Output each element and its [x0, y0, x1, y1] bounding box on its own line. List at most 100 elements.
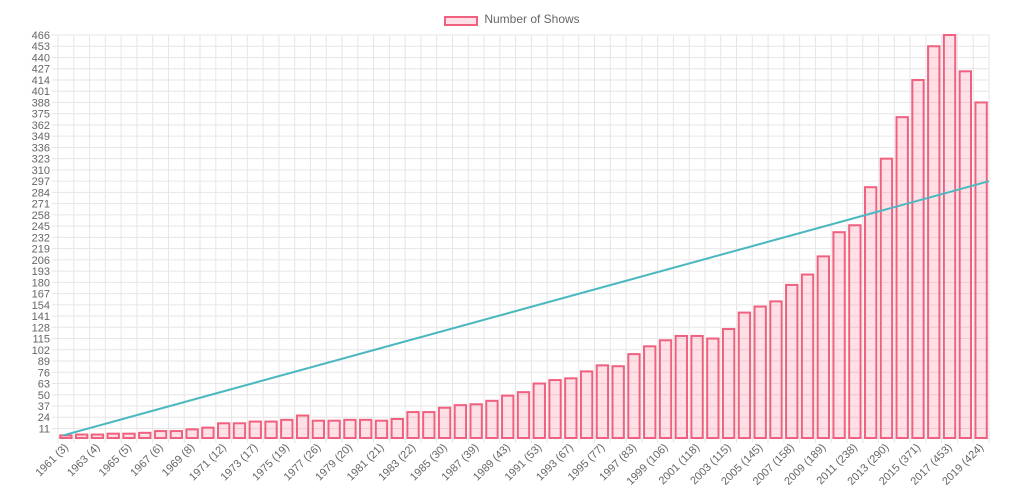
bar: [106, 432, 120, 439]
y-tick-label: 206: [32, 255, 50, 267]
bar: [169, 430, 184, 439]
y-tick-label: 427: [32, 64, 50, 76]
bars: [59, 34, 988, 440]
bar: [737, 311, 752, 439]
bar: [311, 419, 326, 439]
y-tick-label: 284: [32, 187, 50, 199]
legend-label: Number of Shows: [484, 12, 580, 26]
bar: [863, 186, 878, 439]
bar: [958, 70, 973, 439]
bar: [406, 411, 420, 439]
bar: [721, 328, 736, 439]
y-tick-label: 154: [32, 300, 50, 312]
x-axis: 1961 (3)1963 (4)1965 (5)1967 (6)1969 (8)…: [34, 442, 987, 488]
bar: [516, 391, 531, 439]
y-tick-label: 89: [38, 356, 50, 368]
legend-swatch: [444, 16, 479, 26]
bar: [595, 364, 610, 440]
y-tick-label: 310: [32, 165, 50, 177]
y-tick-label: 362: [32, 120, 50, 132]
bar: [674, 334, 688, 439]
y-tick-label: 141: [32, 311, 50, 323]
bar: [390, 417, 404, 439]
bar: [800, 273, 815, 440]
bar: [59, 434, 73, 439]
y-tick-label: 180: [32, 277, 50, 289]
y-tick-label: 219: [32, 244, 50, 256]
y-tick-label: 297: [32, 176, 50, 188]
y-tick-label: 440: [32, 52, 50, 64]
bar: [122, 432, 136, 439]
y-tick-label: 63: [38, 379, 50, 391]
bar: [469, 403, 483, 439]
bar: [627, 353, 641, 440]
bar: [548, 379, 562, 440]
chart-legend[interactable]: Number of Shows: [0, 12, 1024, 26]
grid: [52, 34, 990, 443]
y-tick-label: 336: [32, 142, 50, 154]
y-tick-label: 258: [32, 210, 50, 222]
y-tick-label: 453: [32, 41, 50, 53]
x-tick-label: 1967 (6): [128, 442, 165, 479]
bar: [690, 334, 704, 439]
bar: [927, 45, 941, 439]
bar: [611, 365, 625, 440]
y-tick-label: 37: [38, 401, 50, 413]
y-tick-label: 245: [32, 221, 50, 233]
bar: [327, 419, 341, 439]
bar: [532, 382, 546, 440]
bar: [564, 377, 578, 440]
trendline: [62, 180, 990, 437]
y-tick-label: 115: [32, 334, 50, 346]
y-tick-label: 414: [32, 75, 50, 87]
bar: [911, 78, 925, 439]
x-tick-label: 1961 (3): [34, 442, 71, 479]
bar: [501, 394, 515, 439]
y-tick-label: 24: [38, 412, 50, 424]
y-tick-label: 50: [38, 390, 50, 402]
y-tick-label: 323: [32, 154, 50, 166]
x-tick-label: 1965 (5): [97, 442, 134, 479]
bar: [264, 420, 278, 439]
x-tick-label: 1963 (4): [65, 442, 102, 479]
y-tick-label: 401: [32, 86, 50, 98]
bar: [453, 404, 468, 439]
y-tick-label: 349: [32, 131, 50, 143]
y-tick-label: 102: [32, 345, 50, 357]
y-tick-label: 128: [32, 322, 50, 334]
bar: [185, 428, 199, 439]
y-tick-label: 388: [32, 97, 50, 109]
bar: [422, 411, 436, 439]
y-tick-label: 193: [32, 266, 50, 278]
y-axis: 1124375063768910211512814115416718019320…: [32, 30, 50, 435]
y-tick-label: 271: [32, 199, 50, 211]
y-tick-label: 232: [32, 232, 50, 244]
bar: [895, 116, 909, 440]
y-tick-label: 76: [38, 367, 50, 379]
bar: [138, 431, 152, 439]
bar: [974, 101, 988, 440]
bar: [248, 420, 262, 439]
bar: [217, 422, 231, 439]
bar: [359, 418, 373, 439]
bar: [848, 224, 862, 439]
trendline-layer: [62, 180, 990, 437]
bar: [785, 283, 799, 440]
bar: [753, 305, 767, 439]
bar: [295, 414, 310, 439]
bar: [374, 419, 389, 439]
bar: [942, 34, 957, 439]
bar: [769, 300, 783, 439]
y-tick-label: 167: [32, 289, 50, 301]
bar: [579, 370, 594, 440]
bar: [74, 433, 89, 439]
bar: [153, 430, 168, 439]
y-tick-label: 375: [32, 109, 50, 121]
bar: [643, 345, 657, 439]
bar: [437, 406, 452, 439]
bar: [832, 231, 846, 439]
bar: [201, 426, 215, 439]
bar: [816, 255, 830, 439]
bar: [280, 418, 294, 439]
bar: [485, 399, 499, 439]
